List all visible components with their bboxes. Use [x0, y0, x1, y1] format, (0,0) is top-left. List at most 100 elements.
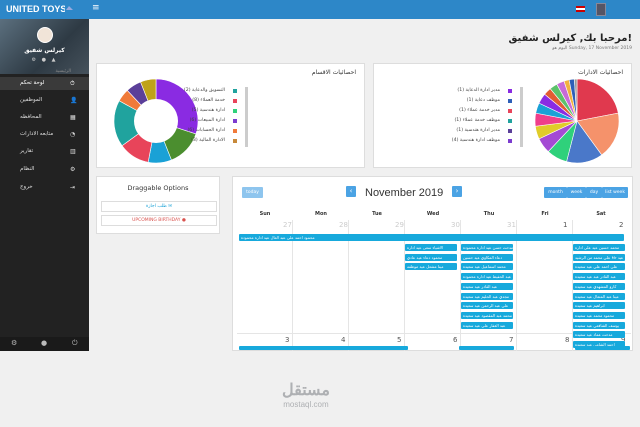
brand-logo[interactable]: UNITED TOYS [6, 4, 67, 14]
calendar-event[interactable] [239, 346, 408, 350]
user-icon[interactable]: ● [41, 339, 48, 347]
legend-swatch [233, 99, 237, 103]
avatar[interactable] [596, 3, 606, 16]
panel-title: احصائيات الادارات [578, 69, 623, 76]
brand-flag-icon [65, 5, 74, 12]
weekday-label: Thu [483, 211, 495, 217]
power-icon[interactable]: ⏻ [72, 339, 78, 347]
view-month-button[interactable]: month [544, 187, 567, 198]
calendar-event[interactable]: مدحت حسن عيد ادارة محمودة [461, 244, 513, 251]
calendar-event[interactable]: احمد الشامي عيد سعيدة [573, 341, 625, 348]
view-week-button[interactable]: week [567, 187, 586, 198]
profile-status-icons[interactable]: ⚙ ● ▲ [31, 57, 58, 63]
watermark: مستقل mostaql.com [282, 380, 330, 409]
departments-stats-panel: احصائيات الادارات مدير ادارة الدعاية (1)… [373, 63, 632, 168]
donut-hole [134, 99, 178, 143]
day-number[interactable]: 5 [397, 336, 402, 344]
watermark-latin: mostaql.com [283, 400, 329, 409]
view-listweek-button[interactable]: list week [602, 187, 628, 198]
page-date: اليوم هو Sunday, 17 November 2019 [552, 46, 632, 51]
draggable-label: طلب اجازة [145, 204, 167, 209]
thailand-flag-icon[interactable] [576, 6, 585, 12]
calendar-event[interactable]: ابراهيم عيد سعيدة [573, 302, 625, 310]
legend-swatch [508, 89, 512, 93]
calendar-event[interactable]: علي محمد من الرشيد Mr عيد [573, 253, 625, 261]
day-number[interactable]: 7 [509, 336, 514, 344]
calendar-event[interactable]: الاشياء سعى عيد ادارة [405, 244, 457, 251]
pie-slice[interactable] [576, 78, 619, 122]
day-number[interactable]: 28 [339, 221, 348, 229]
legend-label: مدير خدمة عملاء (1) [459, 108, 500, 113]
legend-label: مدير ادارة الدعاية (1) [457, 88, 500, 93]
sections-stats-panel: احصائيات الاقسام التسويق والدعاية (2) خدم… [96, 63, 365, 168]
grid-line [572, 220, 573, 351]
calendar-event[interactable]: علي عبد الرحمن عيد سعيدة [461, 302, 513, 310]
grid-line [348, 220, 349, 351]
avatar[interactable] [37, 27, 53, 43]
calendar-event[interactable]: كارو المشهدي عيد سعيدة [573, 282, 625, 290]
sidebar-item-label: متابعه الادارات [20, 131, 54, 137]
next-month-button[interactable]: › [452, 186, 462, 197]
settings-icon[interactable]: ⚙ [11, 339, 18, 347]
menu-icon[interactable]: ≡ [92, 3, 100, 13]
calendar-event[interactable]: محمود دعاء عيد عادي [405, 253, 457, 261]
sidebar-item-bar-chart[interactable]: تقارير ▥ [0, 145, 89, 158]
day-number[interactable]: 6 [453, 336, 458, 344]
top-navbar: UNITED TOYS ≡ [0, 0, 640, 19]
page-background [0, 351, 640, 427]
calendar-event[interactable]: محمود محمد عيد سعيدة [573, 311, 625, 319]
day-number[interactable]: 3 [285, 336, 290, 344]
sidebar-item-speedometer[interactable]: لوحة تحكم ⏱ [0, 77, 89, 90]
day-number[interactable]: 27 [283, 221, 292, 229]
legend-item: مدير ادارة الدعاية (1) [383, 87, 520, 97]
calendar-event[interactable]: مجدي عبد الحليم عيد سعيدة [461, 292, 513, 300]
calendar-event[interactable]: محمود احمد علي عبد العال عيد ادارة محمود… [239, 234, 624, 241]
sidebar-item-settings[interactable]: النظام ⚙ [0, 163, 89, 176]
day-number[interactable]: 30 [451, 221, 460, 229]
calendar-event[interactable]: محمد اسماعيل عيد سعيدة [461, 263, 513, 271]
grid-line [404, 220, 405, 351]
calendar-event[interactable]: عبد الحفيظ عيد ادارة محمودة [461, 273, 513, 281]
sidebar-item-user-add[interactable]: الموظفين 👤 [0, 94, 89, 107]
calendar-event[interactable]: مدحت عماد عيد سعيدة [573, 331, 625, 339]
calendar-event[interactable]: يوسف الشافعي عيد سعيدة [573, 321, 625, 329]
view-day-button[interactable]: day [586, 187, 602, 198]
calendar-event[interactable]: مينا عبد المتعال عيد سعيدة [573, 292, 625, 300]
day-number[interactable]: 2 [619, 221, 624, 229]
today-button[interactable]: today [242, 187, 263, 198]
calendar-event[interactable]: عبد القادر عبد عيد سعيدة [573, 273, 625, 281]
sidebar-item-gauge[interactable]: متابعه الادارات ◔ [0, 128, 89, 141]
draggable-upcoming-birthday[interactable]: UPCOMING BIRTHDAY ● [101, 215, 217, 226]
legend-item: ادارة المبيعات (6) [108, 117, 245, 127]
sidebar-item-logout[interactable]: خروج ⇥ [0, 181, 89, 194]
prev-month-button[interactable]: ‹ [346, 186, 356, 197]
day-number[interactable]: 9 [621, 336, 626, 344]
calendar-event[interactable]: محمد حسين عيد علي ادارة [573, 244, 625, 251]
calendar-event[interactable]: عبد الغفار علي عيد سعيدة [461, 321, 513, 329]
logout-icon: ⇥ [70, 184, 76, 191]
calendar-event[interactable]: علي احمد علي عيد سعيدة [573, 263, 625, 271]
day-number[interactable]: 8 [565, 336, 570, 344]
legend-label: موظف خدمة عملاء (1) [454, 118, 500, 123]
day-number[interactable]: 29 [395, 221, 404, 229]
legend-swatch [508, 109, 512, 113]
day-number[interactable]: 4 [341, 336, 346, 344]
sidebar-item-building[interactable]: المحافظه ▦ [0, 111, 89, 124]
calendar-event[interactable]: عبد القادر عيد سعيدة [461, 282, 513, 290]
departments-legend: مدير ادارة الدعاية (1) موظف دعاية (1) مدير… [383, 87, 523, 147]
draggable-leave-request[interactable]: طلب اجازة ✉ [101, 201, 217, 212]
legend-item: موظف دعاية (1) [383, 97, 520, 107]
day-number[interactable]: 1 [563, 221, 568, 229]
calendar-event[interactable]: محمد عبد المقصود عيد سعيدة [461, 311, 513, 319]
legend-item: مدير خدمة عملاء (1) [383, 107, 520, 117]
pie-slice[interactable] [574, 78, 578, 122]
sidebar-item-label: خروج [20, 184, 33, 190]
pie-slice[interactable] [576, 112, 620, 156]
calendar-event[interactable]: دعاء المكاوي عيد حسين [461, 253, 513, 261]
day-number[interactable]: 31 [507, 221, 516, 229]
legend-item: مدير ادارة هندسية (1) [383, 127, 520, 137]
calendar-event[interactable] [459, 346, 514, 350]
calendar-event[interactable]: مينا مشعل عيد موظفه [405, 263, 457, 271]
legend-swatch [508, 139, 512, 143]
calendar-event[interactable] [575, 346, 630, 350]
